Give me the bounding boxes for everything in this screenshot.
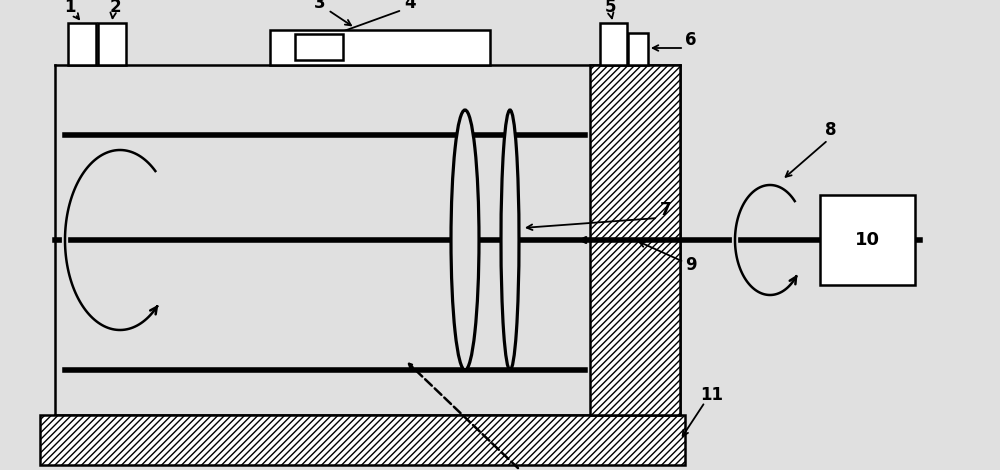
Ellipse shape <box>451 110 479 370</box>
Text: 6: 6 <box>685 31 696 49</box>
Bar <box>295 34 343 60</box>
Bar <box>57 67 588 413</box>
Text: 5: 5 <box>604 0 616 16</box>
Text: 10: 10 <box>855 231 880 249</box>
Bar <box>820 195 915 285</box>
Text: 3: 3 <box>314 0 326 12</box>
Bar <box>270 30 490 65</box>
Text: 8: 8 <box>825 121 836 139</box>
Text: 7: 7 <box>660 201 672 219</box>
Bar <box>40 415 685 465</box>
Bar <box>590 65 680 415</box>
Bar <box>600 23 627 65</box>
Bar <box>628 33 648 65</box>
Bar <box>68 23 96 65</box>
Text: 2: 2 <box>109 0 121 16</box>
Text: 11: 11 <box>700 386 723 404</box>
Text: 1: 1 <box>64 0 76 16</box>
Bar <box>98 23 126 65</box>
Text: 4: 4 <box>404 0 416 12</box>
Ellipse shape <box>501 110 519 370</box>
Text: 9: 9 <box>685 256 697 274</box>
